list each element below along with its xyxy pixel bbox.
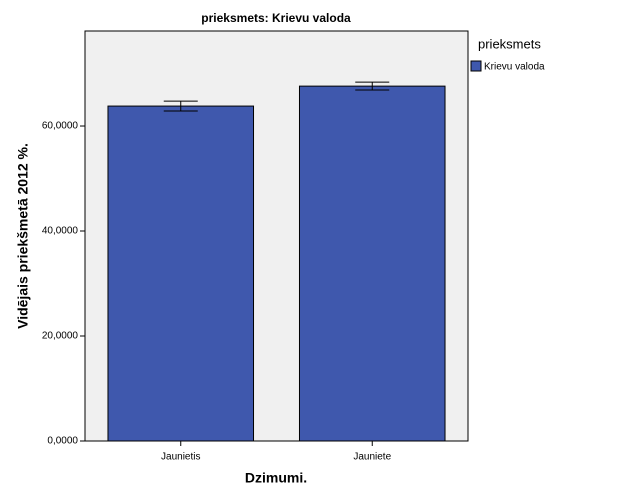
bar (298, 85, 446, 442)
error-bar (163, 100, 198, 112)
y-tick-label: 40,0000 (42, 226, 79, 237)
error-bar (355, 81, 390, 91)
legend-swatch (470, 60, 482, 72)
legend-label: Krievu valoda (484, 62, 545, 73)
legend-title: prieksmets (478, 36, 541, 51)
x-axis-label: Dzimumi. (245, 470, 307, 486)
chart-title: prieksmets: Krievu valoda (201, 11, 351, 25)
y-tick-label: 60,0000 (42, 121, 79, 132)
y-tick-label: 0,0000 (47, 436, 78, 447)
x-tick-label: Jauniete (353, 452, 391, 463)
bar (107, 105, 255, 442)
y-axis-label: Vidējais priekšmetā 2012 %. (15, 143, 31, 329)
y-tick-label: 20,0000 (42, 331, 79, 342)
x-tick-label: Jaunietis (161, 452, 200, 463)
